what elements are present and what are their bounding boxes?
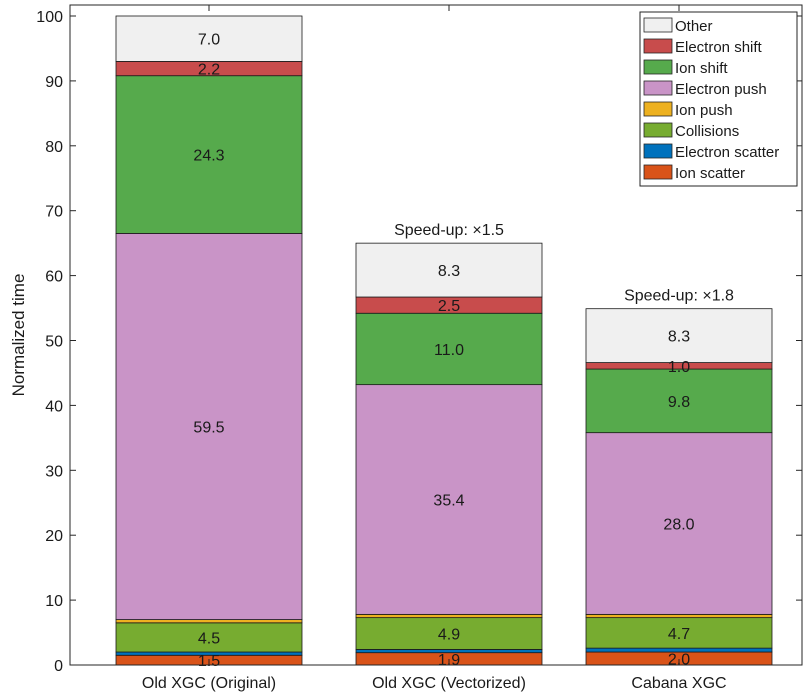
bar-segment-collisions [585, 617, 773, 649]
x-tick-label: Old XGC (Vectorized) [372, 675, 526, 692]
bars-group [115, 15, 773, 666]
legend-entry: Ion shift [675, 60, 728, 77]
y-tick-label: 0 [54, 658, 63, 675]
y-tick-label: 30 [45, 463, 63, 480]
segment-value-label: 59.5 [193, 419, 224, 436]
bar-segment-electron-push [355, 384, 543, 615]
bar-segment-electron-push [585, 432, 773, 615]
segment-value-label: 1.0 [668, 359, 690, 376]
x-tick-label: Cabana XGC [631, 675, 726, 692]
legend-swatch [643, 17, 673, 33]
bar-segment-ion-push [355, 613, 543, 619]
legend-entry: Electron shift [675, 39, 763, 56]
bar-segment-other [355, 242, 543, 298]
bar-segment-ion-shift [355, 312, 543, 386]
bar-segment-collisions [355, 617, 543, 650]
y-tick-label: 50 [45, 334, 63, 351]
legend-entry: Ion scatter [675, 165, 745, 182]
legend-swatch [643, 164, 673, 180]
segment-value-label: 24.3 [193, 148, 224, 165]
segment-value-label: 4.9 [438, 627, 460, 644]
segment-value-label: 11.0 [434, 342, 464, 359]
legend-swatch [643, 59, 673, 75]
y-axis-label: Normalized time [9, 274, 28, 397]
legend-swatch [643, 101, 673, 117]
y-tick-label: 100 [36, 9, 63, 26]
bar-segment-ion-shift [585, 368, 773, 434]
y-tick-label: 90 [45, 74, 63, 91]
segment-value-label: 2.2 [198, 62, 220, 79]
bar-segment-electron-push [115, 233, 303, 620]
legend: Other Electron shift Ion shift Electron pus… [639, 11, 798, 187]
y-tick-label: 20 [45, 528, 63, 545]
bar-segment-collisions [115, 622, 303, 653]
segment-value-label: 8.3 [668, 329, 690, 346]
segment-value-label: 9.8 [668, 394, 690, 411]
y-tick-label: 60 [45, 269, 63, 286]
bar-segment-ion-push [115, 619, 303, 624]
legend-swatch [643, 143, 673, 159]
bar-segment-other [115, 15, 303, 62]
legend-entry: Collisions [675, 123, 739, 140]
segment-value-label: 4.5 [198, 630, 220, 647]
y-axis: 0 10 20 30 40 50 60 70 80 90 100 [36, 9, 802, 675]
x-axis: Old XGC (Original) Old XGC (Vectorized) Ca… [142, 5, 727, 692]
legend-entry: Electron scatter [675, 144, 779, 161]
bar-segment-other [585, 308, 773, 363]
segment-value-label: 7.0 [198, 32, 220, 49]
legend-entry: Ion push [675, 102, 733, 119]
legend-swatch [643, 122, 673, 138]
bar-segment-ion-push [585, 613, 773, 619]
speedup-annotation: Speed-up: ×1.5 [394, 222, 504, 239]
y-tick-label: 80 [45, 139, 63, 156]
legend-swatch [643, 38, 673, 54]
speedup-annotations-group: Speed-up: ×1.5 Speed-up: ×1.8 [394, 222, 734, 305]
segment-value-label: 2.5 [438, 298, 460, 315]
segment-value-label: 8.3 [438, 263, 460, 280]
y-tick-label: 70 [45, 204, 63, 221]
segment-value-label: 28.0 [663, 517, 694, 534]
segment-value-label: 4.7 [668, 626, 690, 643]
y-tick-label: 40 [45, 398, 63, 415]
speedup-annotation: Speed-up: ×1.8 [624, 288, 734, 305]
bar-segment-ion-shift [115, 75, 303, 234]
y-tick-label: 10 [45, 593, 63, 610]
segment-value-label: 35.4 [433, 493, 464, 510]
legend-swatch [643, 80, 673, 96]
legend-entry: Other [675, 18, 713, 35]
plot-area-frame [69, 4, 803, 666]
legend-entry: Electron push [675, 81, 767, 98]
x-tick-label: Old XGC (Original) [142, 675, 276, 692]
